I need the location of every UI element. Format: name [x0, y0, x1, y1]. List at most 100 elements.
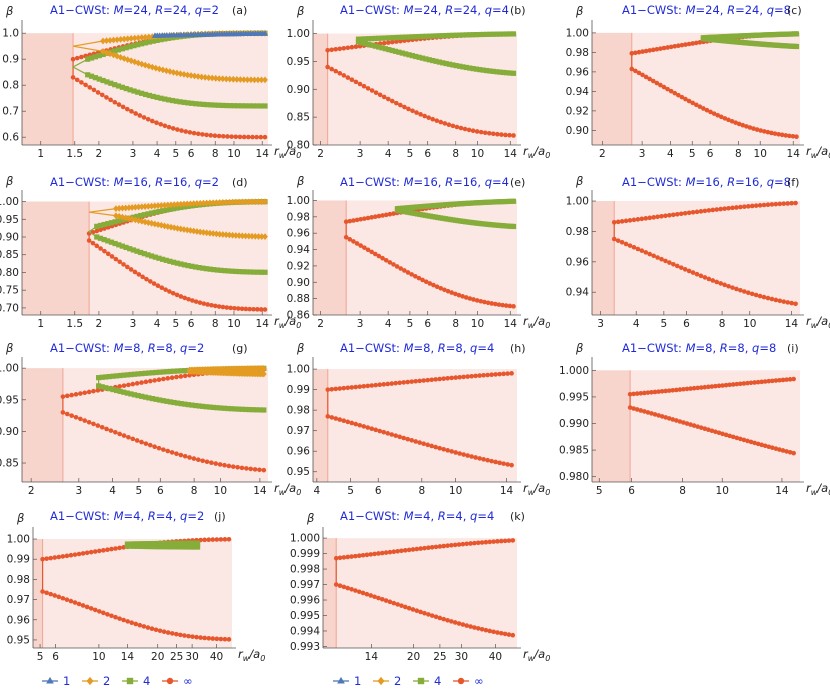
data-point: [156, 445, 162, 451]
data-point: [693, 102, 699, 108]
series-q2: [186, 365, 267, 378]
x-tick-label: 8: [191, 485, 198, 497]
data-point: [789, 200, 794, 206]
data-point: [379, 45, 385, 51]
x-tick-label: 6: [188, 148, 195, 160]
data-point: [497, 69, 503, 75]
data-point: [164, 369, 170, 375]
data-point: [232, 305, 237, 311]
data-point: [190, 227, 197, 235]
data-point: [116, 205, 123, 212]
data-point: [133, 111, 138, 116]
data-point: [149, 540, 155, 547]
data-point: [416, 275, 422, 281]
data-point: [353, 588, 358, 593]
data-point: [126, 215, 132, 222]
data-point: [686, 98, 692, 104]
data-point: [713, 383, 718, 389]
x-axis-label: rw/a0: [274, 314, 301, 330]
x-tick-label: 10: [471, 318, 484, 330]
y-tick-label: 1.00: [566, 27, 589, 39]
data-point: [643, 216, 649, 221]
series-q1: [151, 30, 269, 38]
data-point: [191, 544, 198, 550]
data-point: [205, 302, 210, 307]
data-point: [372, 214, 378, 220]
data-point: [627, 391, 633, 397]
data-point: [715, 112, 721, 118]
data-point: [329, 66, 334, 72]
data-point: [502, 631, 508, 637]
x-axis-label: rw/a0: [274, 144, 301, 160]
data-point: [498, 538, 504, 544]
data-point: [365, 41, 372, 48]
y-tick-label: 0.995: [559, 391, 589, 403]
data-point: [60, 554, 66, 559]
data-point: [222, 636, 228, 642]
data-point: [478, 129, 484, 135]
legend-label: 4: [434, 674, 441, 688]
data-point: [636, 49, 642, 55]
data-point: [651, 215, 656, 220]
data-point: [676, 92, 681, 98]
y-tick-label: 1.00: [287, 28, 310, 40]
data-point: [107, 36, 113, 44]
data-point: [139, 380, 144, 385]
x-tick-label: 8: [418, 485, 425, 497]
data-point: [201, 301, 207, 306]
data-point: [341, 45, 347, 51]
data-point: [362, 216, 367, 221]
data-point: [135, 59, 142, 67]
data-point: [711, 111, 717, 116]
data-point: [690, 41, 695, 46]
data-point: [226, 536, 232, 542]
data-point: [694, 209, 700, 215]
data-point: [759, 379, 764, 385]
data-point: [353, 421, 359, 427]
data-point: [791, 376, 796, 382]
data-point: [417, 440, 422, 445]
y-tick-label: 1.000: [559, 365, 589, 377]
data-point: [152, 254, 158, 260]
data-point: [453, 375, 458, 380]
data-point: [349, 554, 354, 559]
x-tick-label: 14: [775, 485, 789, 497]
y-tick-label: 1.000: [290, 533, 320, 545]
data-point: [113, 387, 120, 394]
data-point: [341, 73, 347, 78]
data-point: [88, 55, 95, 61]
y-tick-label: 0.98: [566, 47, 589, 59]
data-point: [389, 381, 395, 386]
data-point: [153, 627, 159, 633]
data-point: [100, 37, 106, 45]
data-point: [167, 68, 173, 75]
data-point: [385, 431, 391, 436]
panel-tag: (j): [214, 510, 226, 523]
x-tick-label: 8: [452, 318, 459, 330]
data-point: [190, 298, 195, 303]
data-point: [232, 232, 239, 239]
data-point: [345, 554, 351, 560]
panel-tag: (b): [510, 4, 526, 17]
x-tick-label: 14: [256, 148, 270, 160]
data-point: [409, 438, 415, 443]
data-point: [156, 255, 162, 261]
data-point: [157, 397, 163, 403]
data-point: [481, 457, 486, 462]
y-tick-label: 0.997: [290, 579, 320, 591]
data-point: [681, 386, 686, 392]
data-point: [164, 540, 170, 546]
data-point: [390, 98, 395, 104]
data-point: [142, 91, 149, 98]
y-tick-label: 0.90: [287, 277, 310, 289]
data-point: [391, 600, 397, 606]
data-point: [169, 35, 176, 41]
data-point: [130, 543, 137, 549]
data-point: [781, 299, 787, 304]
legend-marker: [166, 677, 174, 685]
data-point: [470, 66, 476, 72]
panel-k: 14 20 25 30 400.9930.9940.9950.9960.9970.998…: [290, 509, 550, 663]
data-point: [247, 269, 253, 275]
data-point: [78, 416, 83, 422]
data-point: [716, 383, 722, 389]
